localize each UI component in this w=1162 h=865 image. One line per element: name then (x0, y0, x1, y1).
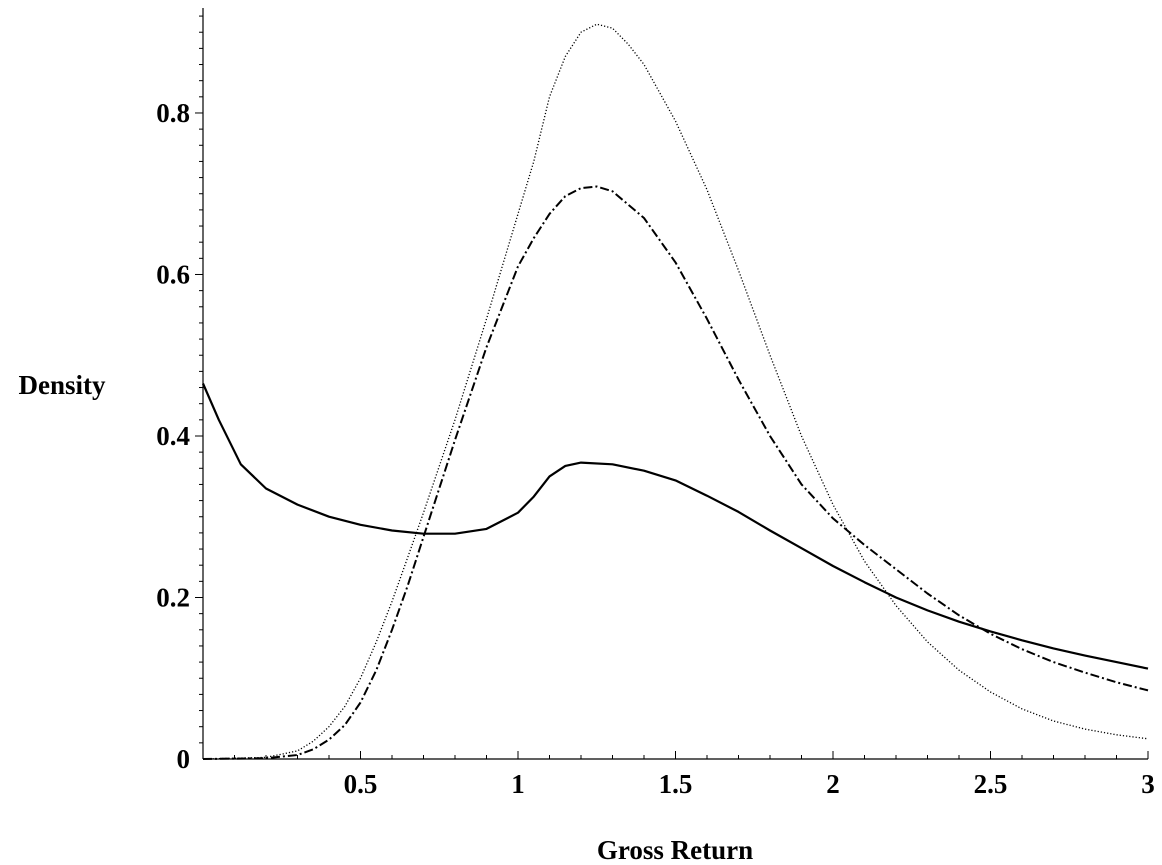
axes (202, 8, 1148, 760)
series-line-dotted (202, 23, 1149, 760)
y-tick-label: 0.2 (156, 582, 190, 612)
series-line-dashdot (202, 185, 1149, 760)
x-axis-title: Gross Return (597, 835, 753, 865)
series-line-solid (201, 383, 1149, 670)
series-layer (201, 23, 1149, 760)
y-tick-label: 0.4 (156, 421, 190, 451)
x-tick-label: 1 (511, 769, 525, 799)
y-tick-label: 0 (177, 744, 191, 774)
x-tick-label: 2.5 (974, 769, 1008, 799)
y-tick-label: 0.8 (156, 98, 190, 128)
x-tick-label: 0.5 (344, 769, 378, 799)
y-tick-label: 0.6 (156, 259, 190, 289)
x-tick-label: 2 (826, 769, 840, 799)
x-tick-label: 1.5 (659, 769, 693, 799)
y-axis-title: Density (19, 370, 106, 400)
tick-labels: 0.5 1 1.5 2 2.5 3 0 0.2 0.4 0.6 0.8 (156, 98, 1155, 799)
axis-ticks (195, 15, 1149, 759)
x-tick-label: 3 (1141, 769, 1155, 799)
